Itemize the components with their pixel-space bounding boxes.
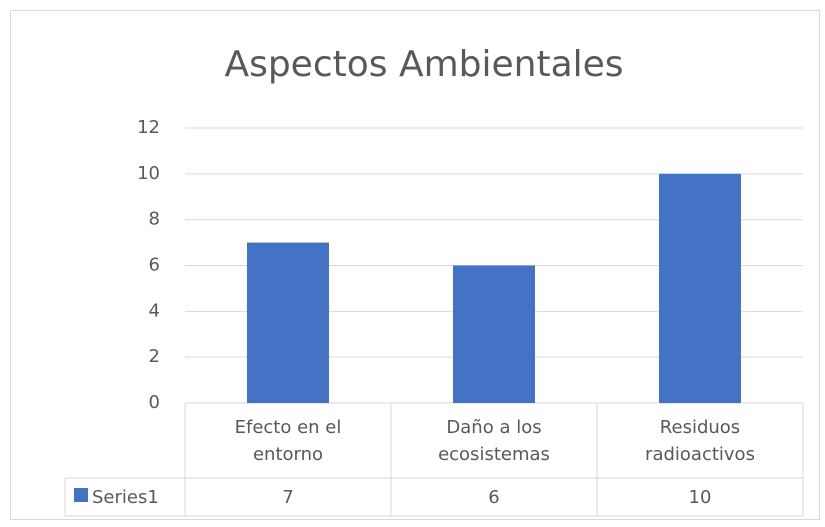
bar <box>453 265 535 403</box>
chart-title: Aspectos Ambientales <box>224 44 623 85</box>
table-value: 7 <box>282 486 294 508</box>
x-tick-label: Efecto en el entorno <box>234 416 342 465</box>
y-tick-label: 0 <box>149 392 160 413</box>
bar <box>659 173 741 403</box>
y-tick-label: 10 <box>137 163 160 184</box>
legend-label: Series1 <box>92 486 159 508</box>
table-value: 10 <box>688 486 712 508</box>
x-tick-label: Daño a los ecosistemas <box>438 416 550 465</box>
y-tick-label: 2 <box>149 346 160 367</box>
table-value: 6 <box>488 486 500 508</box>
x-tick-label: Residuos radioactivos <box>645 416 755 465</box>
y-tick-label: 6 <box>149 255 160 276</box>
bar <box>247 242 329 403</box>
y-tick-label: 12 <box>137 117 160 138</box>
y-tick-label: 8 <box>149 209 160 230</box>
y-tick-label: 4 <box>149 300 160 321</box>
legend-key <box>74 488 88 502</box>
